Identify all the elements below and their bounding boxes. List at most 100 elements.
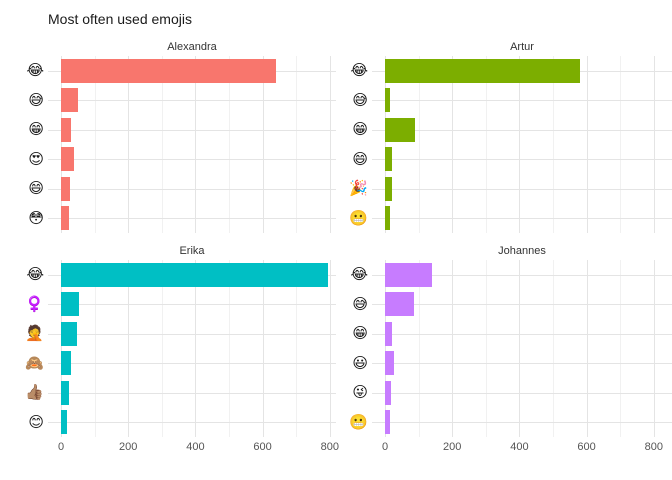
x-tick-label-600: 600 (253, 441, 272, 453)
emoji-axis-labels: 😂 😅 😁 😍 😄 😳 (0, 56, 48, 233)
facet-strip-alexandra: Alexandra (167, 41, 217, 53)
plot-panel-artur (372, 56, 672, 233)
emoji-label-female-sign: ♀️ (25, 295, 44, 313)
minor-gridline-x-700 (620, 56, 622, 233)
major-gridline-x-600 (262, 56, 264, 233)
minor-gridline-x-300 (161, 56, 163, 233)
bar-erika-female-sign (61, 292, 79, 317)
emoji-label-beaming-face-with-smiling-eyes: 😁 (352, 325, 368, 343)
gridline-row-3 (48, 333, 336, 335)
bar-erika-face-with-tears-of-joy (61, 262, 329, 287)
gridline-row-5 (48, 188, 336, 190)
gridline-row-1 (372, 274, 672, 276)
facet-artur: Artur 😂 😅 😁 😄 🎉 😬 (336, 30, 672, 233)
gridline-row-3 (372, 129, 672, 131)
bar-artur-grinning-face-with-sweat (385, 88, 391, 113)
bar-johannes-grimacing-face (385, 410, 391, 435)
bar-artur-grimacing-face (385, 206, 391, 231)
emoji-axis-labels: 😂 ♀️ 🤦 🙈 👍🏽 😊 (0, 260, 48, 437)
gridline-row-6 (372, 422, 672, 424)
major-gridline-x-400 (195, 260, 197, 437)
gridline-row-6 (48, 218, 336, 220)
bar-johannes-beaming-face-with-smiling-eyes (385, 321, 392, 346)
bar-alexandra-flushed-face (61, 206, 70, 231)
emoji-label-flushed-face: 😳 (28, 209, 44, 227)
x-axis-johannes: 0 200 400 600 800 (336, 437, 672, 459)
facet-strip-erika: Erika (179, 245, 205, 257)
facet-erika: Erika 😂 ♀️ 🤦 🙈 👍🏽 😊 0 200 400 600 800 (0, 233, 339, 459)
gridline-row-6 (48, 422, 336, 424)
x-tick-label-400: 400 (186, 441, 205, 453)
x-tick-label-0: 0 (381, 441, 389, 453)
bar-johannes-face-with-tears-of-joy (385, 262, 433, 287)
major-gridline-x-0 (61, 56, 62, 233)
bar-erika-person-facepalming (61, 321, 77, 346)
minor-gridline-x-100 (418, 56, 420, 233)
facet-alexandra: Alexandra 😂 😅 😁 😍 😄 😳 (0, 30, 336, 233)
emoji-label-face-with-tears-of-joy: 😂 (350, 62, 368, 80)
emoji-axis-labels: 😂 😅 😁 😄 🎉 😬 (336, 56, 372, 233)
emoji-label-beaming-face-with-smiling-eyes: 😁 (352, 121, 368, 139)
x-tick-label-400: 400 (510, 441, 529, 453)
gridline-row-4 (372, 159, 672, 161)
bar-johannes-grinning-face-with-big-eyes (385, 351, 394, 376)
minor-gridline-x-300 (161, 260, 163, 437)
emoji-label-grimacing-face: 😬 (349, 413, 368, 431)
major-gridline-x-800 (329, 260, 331, 437)
gridline-row-6 (372, 218, 672, 220)
plot-panel-erika (48, 260, 336, 437)
minor-gridline-x-100 (94, 56, 96, 233)
major-gridline-x-600 (262, 260, 264, 437)
major-gridline-x-200 (452, 56, 454, 233)
minor-gridline-x-500 (553, 56, 554, 233)
x-tick-label-800: 800 (320, 441, 339, 453)
plot-panel-johannes (372, 260, 672, 437)
emoji-label-beaming-face-with-smiling-eyes: 😁 (28, 121, 44, 139)
x-tick-label-0: 0 (57, 441, 65, 453)
major-gridline-x-200 (128, 56, 130, 233)
facet-strip-artur: Artur (510, 41, 534, 53)
x-tick-label-800: 800 (644, 441, 663, 453)
emoji-label-winking-face-with-tongue: 😜 (352, 384, 368, 402)
bar-erika-see-no-evil-monkey (61, 351, 72, 376)
major-gridline-x-0 (385, 56, 386, 233)
emoji-axis-labels: 😂 😅 😁 😃 😜 😬 (336, 260, 372, 437)
bar-alexandra-grinning-face-with-smiling-eyes (61, 176, 71, 201)
bar-alexandra-face-with-tears-of-joy (61, 58, 277, 83)
gridline-row-5 (48, 392, 336, 394)
minor-gridline-x-500 (229, 260, 230, 437)
emoji-label-grinning-face-with-smiling-eyes: 😄 (28, 180, 44, 198)
gridline-row-2 (372, 100, 672, 102)
bar-alexandra-beaming-face-with-smiling-eyes (61, 117, 72, 142)
emoji-label-grinning-face-with-sweat: 😅 (352, 91, 368, 109)
emoji-label-person-facepalming: 🤦 (25, 325, 44, 343)
gridline-row-4 (48, 159, 336, 161)
bar-artur-face-with-tears-of-joy (385, 58, 580, 83)
emoji-label-see-no-evil-monkey: 🙈 (25, 354, 44, 372)
bar-erika-smiling-face-with-smiling-eyes (61, 410, 68, 435)
emoji-label-grinning-face-with-big-eyes: 😃 (352, 354, 368, 372)
major-gridline-x-800 (653, 260, 655, 437)
bar-artur-party-popper (385, 176, 392, 201)
emoji-label-face-with-tears-of-joy: 😂 (26, 266, 44, 284)
major-gridline-x-800 (653, 56, 655, 233)
emoji-label-thumbs-up-medium-skin-tone: 👍🏽 (25, 384, 44, 402)
facet-grid: Alexandra 😂 😅 😁 😍 😄 😳 Artur 😂 😅 😁 😄 🎉 😬 Erika 😂 ♀️ 🤦… (0, 30, 672, 459)
bar-erika-thumbs-up-medium-skin-tone (61, 380, 70, 405)
gridline-row-3 (48, 129, 336, 131)
x-axis-erika: 0 200 400 600 800 (0, 437, 339, 459)
bar-alexandra-grinning-face-with-sweat (61, 88, 78, 113)
major-gridline-x-800 (329, 56, 331, 233)
x-tick-label-200: 200 (443, 441, 462, 453)
major-gridline-x-0 (61, 260, 62, 437)
major-gridline-x-400 (195, 56, 197, 233)
emoji-label-grinning-face-with-smiling-eyes: 😄 (352, 150, 368, 168)
emoji-label-smiling-face-with-heart-eyes: 😍 (28, 150, 44, 168)
major-gridline-x-600 (586, 260, 588, 437)
major-gridline-x-200 (128, 260, 130, 437)
bar-johannes-grinning-face-with-sweat (385, 292, 414, 317)
minor-gridline-x-100 (94, 260, 96, 437)
x-tick-label-600: 600 (577, 441, 596, 453)
gridline-row-4 (372, 363, 672, 365)
bar-artur-grinning-face-with-smiling-eyes (385, 147, 393, 172)
